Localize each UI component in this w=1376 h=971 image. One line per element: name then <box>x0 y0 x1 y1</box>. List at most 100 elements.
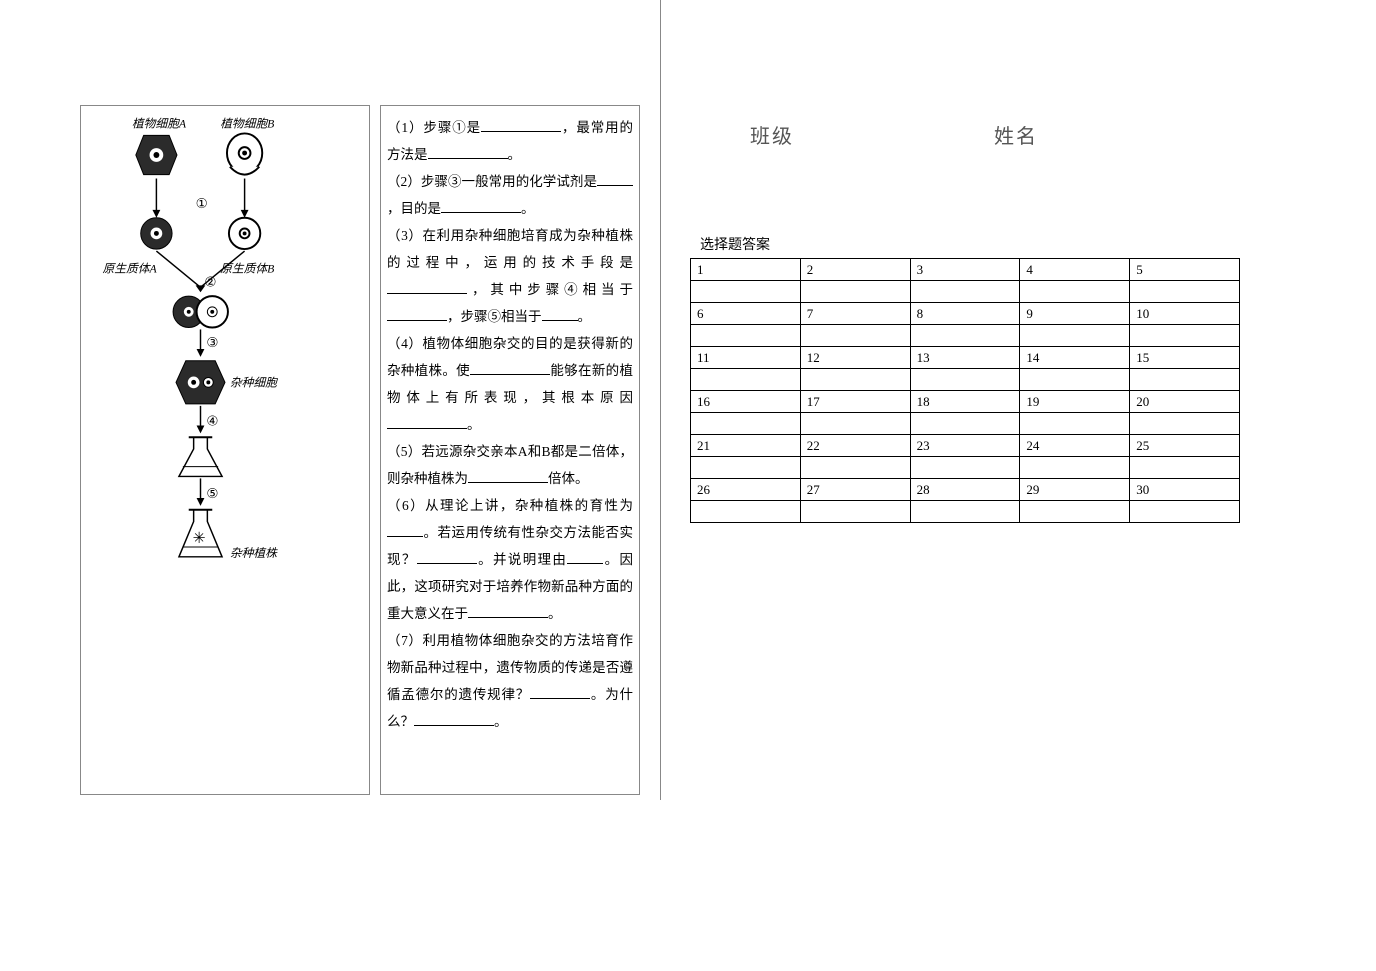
table-cell <box>1020 325 1130 347</box>
table-cell <box>800 325 910 347</box>
label-cell-a: 植物细胞A <box>132 118 187 131</box>
table-cell: 11 <box>691 347 801 369</box>
table-cell <box>1130 413 1240 435</box>
table-cell <box>910 325 1020 347</box>
table-cell <box>800 501 910 523</box>
table-cell <box>1020 501 1130 523</box>
table-cell <box>910 369 1020 391</box>
q3-b: ，其中步骤④相当于 <box>467 282 633 297</box>
q7-c: 。 <box>494 714 508 729</box>
table-cell <box>691 457 801 479</box>
table-cell <box>691 325 801 347</box>
table-cell: 12 <box>800 347 910 369</box>
q7-blank2 <box>414 713 494 727</box>
q3-d: 。 <box>578 309 592 324</box>
cell-a-icon <box>136 135 177 174</box>
q6-e: 。 <box>548 606 562 621</box>
table-title: 选择题答案 <box>690 234 1310 254</box>
flask2-icon: ✳ <box>179 510 222 557</box>
protoplast-b-icon <box>229 218 260 249</box>
flask1-icon <box>179 437 222 476</box>
step2-label: ② <box>204 274 216 289</box>
table-cell: 21 <box>691 435 801 457</box>
table-cell <box>910 281 1020 303</box>
q2-b: ，目的是 <box>387 201 441 216</box>
q3-c: ，步骤⑤相当于 <box>447 309 542 324</box>
q3-blank2 <box>387 308 447 322</box>
table-cell <box>691 413 801 435</box>
table-cell: 25 <box>1130 435 1240 457</box>
q2-c: 。 <box>521 201 535 216</box>
table-row <box>691 457 1240 479</box>
name-label: 姓名 <box>994 120 1038 149</box>
table-row <box>691 413 1240 435</box>
questions-panel: （1）步骤①是，最常用的方法是。 （2）步骤③一般常用的化学试剂是，目的是。 （… <box>380 105 640 795</box>
table-row <box>691 281 1240 303</box>
table-cell <box>1130 457 1240 479</box>
table-cell <box>910 457 1020 479</box>
class-label: 班级 <box>750 120 794 149</box>
table-cell: 9 <box>1020 303 1130 325</box>
q5-b: 倍体。 <box>548 471 589 486</box>
q6-c: 。并说明理由 <box>477 552 568 567</box>
page-root: 植物细胞A 植物细胞B ① <box>0 0 1376 971</box>
label-proto-a: 原生质体A <box>103 263 158 276</box>
table-cell <box>800 413 910 435</box>
table-cell <box>691 281 801 303</box>
table-cell: 26 <box>691 479 801 501</box>
right-panel: 班级 姓名 选择题答案 1234567891011121314151617181… <box>690 120 1310 523</box>
q3-blank1 <box>387 281 467 295</box>
table-cell: 15 <box>1130 347 1240 369</box>
diagram-panel: 植物细胞A 植物细胞B ① <box>80 105 370 795</box>
table-cell <box>1020 281 1130 303</box>
table-cell: 14 <box>1020 347 1130 369</box>
table-cell: 13 <box>910 347 1020 369</box>
table-row: 1112131415 <box>691 347 1240 369</box>
step3-label: ③ <box>206 335 218 350</box>
table-cell: 2 <box>800 259 910 281</box>
q7-blank1 <box>530 686 590 700</box>
table-row <box>691 369 1240 391</box>
table-cell <box>800 457 910 479</box>
q4-c: 。 <box>467 417 481 432</box>
table-cell: 24 <box>1020 435 1130 457</box>
table-cell: 17 <box>800 391 910 413</box>
table-cell <box>1130 281 1240 303</box>
table-cell: 3 <box>910 259 1020 281</box>
table-cell: 7 <box>800 303 910 325</box>
q1-c: 。 <box>508 147 522 162</box>
table-row: 678910 <box>691 303 1240 325</box>
table-cell <box>800 281 910 303</box>
step5-label: ⑤ <box>206 486 218 501</box>
table-cell <box>1130 501 1240 523</box>
table-cell <box>1020 369 1130 391</box>
q1-a: （1）步骤①是 <box>387 120 481 135</box>
q3-a: （3）在利用杂种细胞培育成为杂种植株的过程中，运用的技术手段是 <box>387 228 633 270</box>
q6-blank3 <box>567 551 603 565</box>
table-cell: 4 <box>1020 259 1130 281</box>
q5-blank1 <box>468 470 548 484</box>
q6-blank4 <box>468 605 548 619</box>
label-cell-b: 植物细胞B <box>220 118 274 131</box>
svg-text:✳: ✳ <box>193 530 206 547</box>
table-cell: 27 <box>800 479 910 501</box>
page-divider <box>660 0 661 800</box>
table-cell: 5 <box>1130 259 1240 281</box>
q2-blank1 <box>597 173 633 187</box>
table-cell: 30 <box>1130 479 1240 501</box>
step1-label: ① <box>196 196 208 211</box>
table-cell <box>1130 369 1240 391</box>
q1-blank2 <box>428 146 508 160</box>
table-cell: 18 <box>910 391 1020 413</box>
flowchart-svg: 植物细胞A 植物细胞B ① <box>81 106 369 596</box>
table-cell <box>800 369 910 391</box>
table-cell: 10 <box>1130 303 1240 325</box>
table-row <box>691 325 1240 347</box>
q4-blank1 <box>470 362 550 376</box>
table-cell: 1 <box>691 259 801 281</box>
q2-blank2 <box>441 200 521 214</box>
table-cell: 6 <box>691 303 801 325</box>
table-cell <box>910 501 1020 523</box>
answer-table: 1234567891011121314151617181920212223242… <box>690 258 1240 523</box>
step4-label: ④ <box>206 413 218 428</box>
